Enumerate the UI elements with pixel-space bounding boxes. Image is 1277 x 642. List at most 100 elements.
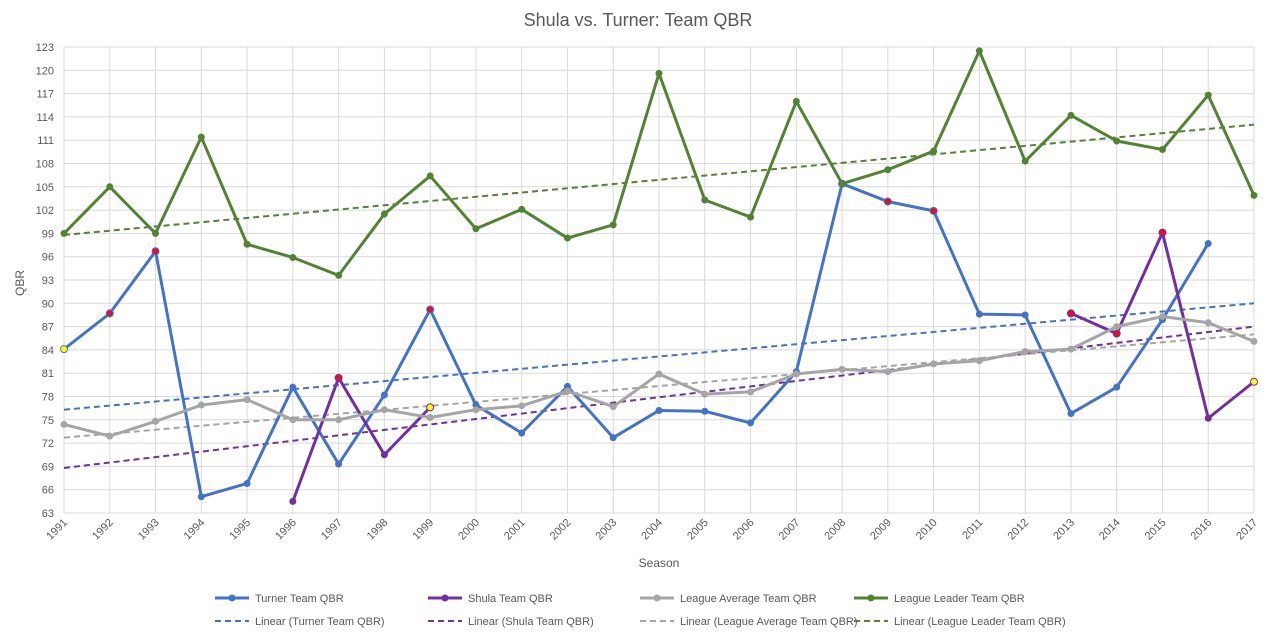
x-tick-label: 1994: [182, 517, 208, 543]
data-point-league-average-team-qbr: [335, 416, 343, 424]
data-point-league-average-team-qbr: [701, 390, 709, 398]
x-tick-label: 2014: [1097, 517, 1123, 543]
x-tick-label: 2007: [777, 517, 803, 543]
y-tick-label: 75: [42, 415, 54, 427]
data-point-league-average-team-qbr: [1158, 313, 1166, 321]
data-point-turner-team-qbr: [1204, 239, 1212, 247]
y-tick-label: 114: [36, 112, 54, 124]
y-tick-label: 117: [36, 89, 54, 101]
y-tick-label: 111: [37, 135, 54, 147]
x-tick-label: 1995: [227, 517, 253, 543]
highlight-point: [1250, 377, 1258, 386]
data-point-league-average-team-qbr: [930, 360, 938, 368]
legend-marker-swatch: [653, 594, 661, 602]
data-point-league-leader-team-qbr: [380, 210, 388, 218]
x-tick-label: 2000: [456, 517, 482, 543]
x-tick-label: 2008: [822, 517, 848, 543]
highlight-point: [105, 309, 114, 318]
data-point-league-average-team-qbr: [1250, 337, 1258, 345]
x-tick-label: 2012: [1005, 517, 1031, 543]
data-point-league-leader-team-qbr: [197, 133, 205, 141]
data-point-league-average-team-qbr: [609, 403, 617, 411]
data-point-league-average-team-qbr: [426, 413, 434, 421]
legend-label: League Leader Team QBR: [894, 593, 1025, 605]
x-tick-label: 1993: [136, 517, 162, 543]
data-point-league-average-team-qbr: [243, 396, 251, 404]
y-tick-label: 93: [42, 275, 54, 287]
data-point-league-average-team-qbr: [60, 420, 68, 428]
y-tick-label: 90: [42, 298, 54, 310]
x-tick-label: 2015: [1143, 517, 1169, 543]
highlight-point: [151, 247, 160, 256]
data-point-league-average-team-qbr: [1113, 323, 1121, 331]
trendline-linear-league-average-team-qbr: [63, 333, 1255, 439]
x-tick-label: 1999: [410, 517, 436, 543]
data-point-turner-team-qbr: [518, 429, 526, 437]
data-point-league-average-team-qbr: [152, 417, 160, 425]
data-point-shula-team-qbr: [380, 451, 388, 459]
x-tick-label: 1996: [273, 517, 299, 543]
data-point-league-leader-team-qbr: [472, 225, 480, 233]
x-tick-label: 2017: [1234, 517, 1260, 543]
data-point-league-average-team-qbr: [792, 370, 800, 378]
data-point-league-average-team-qbr: [655, 370, 663, 378]
data-point-league-average-team-qbr: [472, 406, 480, 414]
data-point-turner-team-qbr: [335, 460, 343, 468]
data-point-league-leader-team-qbr: [747, 213, 755, 221]
y-tick-label: 105: [36, 182, 54, 194]
x-tick-label: 2005: [685, 517, 711, 543]
x-tick-label: 1992: [90, 517, 116, 543]
data-point-turner-team-qbr: [1021, 311, 1029, 319]
legend-item: Linear (Shula Team QBR): [428, 616, 594, 628]
data-point-league-average-team-qbr: [380, 406, 388, 414]
y-tick-label: 72: [42, 438, 54, 450]
highlight-point: [1066, 309, 1075, 318]
legend: Turner Team QBR Shula Team QBR League Aver…: [215, 593, 1066, 628]
y-axis-label: QBR: [13, 270, 27, 296]
legend-label: Linear (Shula Team QBR): [468, 616, 594, 628]
data-point-league-average-team-qbr: [289, 416, 297, 424]
series-line-shula-team-qbr: [291, 376, 432, 502]
y-tick-label: 84: [42, 345, 54, 357]
highlight-point: [334, 373, 343, 382]
legend-item: Linear (League Average Team QBR): [640, 616, 858, 628]
x-tick-label: 2006: [731, 517, 757, 543]
series-line-turner-team-qbr: [63, 182, 1210, 499]
legend-label: League Average Team QBR: [680, 593, 817, 605]
highlight-point: [883, 197, 892, 206]
data-point-turner-team-qbr: [747, 419, 755, 427]
highlight-point: [426, 305, 435, 314]
x-tick-label: 2010: [914, 517, 940, 543]
data-point-league-average-team-qbr: [563, 387, 571, 395]
highlight-point: [1158, 228, 1167, 237]
y-tick-label: 96: [42, 252, 54, 264]
data-point-turner-team-qbr: [655, 406, 663, 414]
data-point-league-leader-team-qbr: [289, 253, 297, 261]
data-point-league-leader-team-qbr: [975, 47, 983, 55]
highlight-point: [929, 206, 938, 215]
legend-label: Turner Team QBR: [255, 593, 344, 605]
x-tick-label: 2004: [639, 517, 665, 543]
data-point-league-leader-team-qbr: [243, 240, 251, 248]
trendline-linear-league-leader-team-qbr: [63, 123, 1255, 236]
data-point-league-average-team-qbr: [1204, 319, 1212, 327]
legend-label: Linear (League Average Team QBR): [680, 616, 858, 628]
data-point-turner-team-qbr: [975, 310, 983, 318]
data-point-league-leader-team-qbr: [884, 166, 892, 174]
y-tick-label: 78: [42, 392, 54, 404]
data-point-league-leader-team-qbr: [335, 271, 343, 279]
data-point-league-leader-team-qbr: [426, 172, 434, 180]
x-tick-label: 2001: [502, 517, 528, 543]
data-point-league-leader-team-qbr: [1067, 111, 1075, 119]
legend-marker-swatch: [441, 594, 449, 602]
highlight-point: [426, 403, 435, 412]
data-point-league-average-team-qbr: [106, 432, 114, 440]
data-point-league-leader-team-qbr: [518, 205, 526, 213]
legend-item: League Average Team QBR: [640, 593, 817, 605]
y-tick-label: 102: [36, 205, 54, 217]
data-point-league-leader-team-qbr: [60, 229, 68, 237]
data-point-turner-team-qbr: [197, 493, 205, 501]
data-point-shula-team-qbr: [289, 497, 297, 505]
legend-marker-swatch: [867, 594, 875, 602]
